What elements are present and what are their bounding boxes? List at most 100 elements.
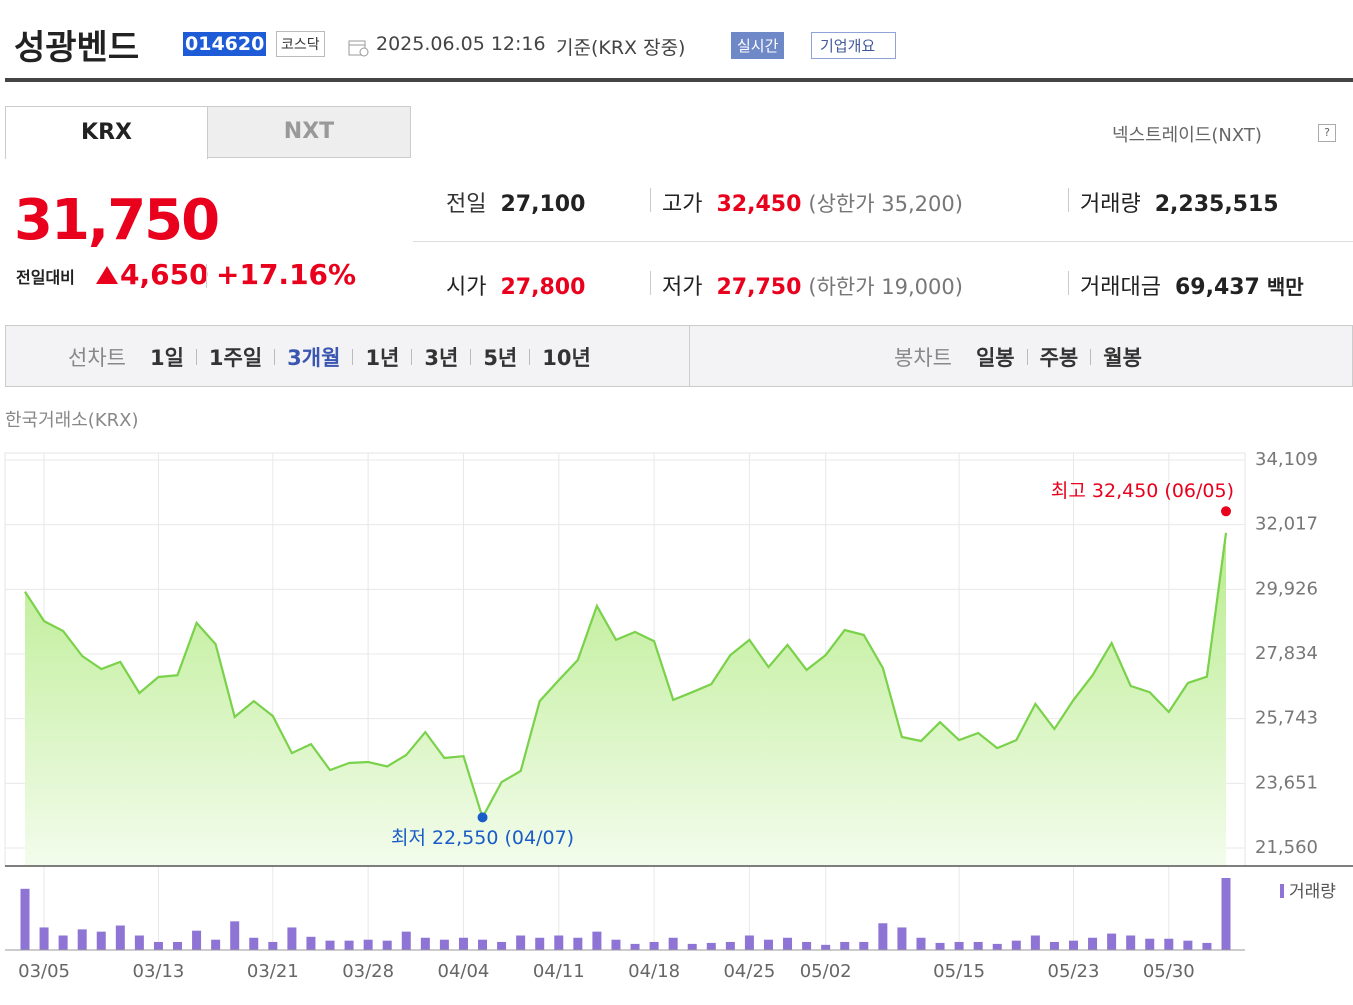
volume-bar [173,941,183,950]
volume-bar [1088,937,1098,950]
x-tick-label: 03/21 [247,961,299,982]
change-label: 전일대비 [16,268,75,287]
volume-bar [878,923,888,950]
volume-bar [763,939,773,950]
change-percent: +17.16% [216,258,357,291]
stock-code: 014620 [183,32,267,56]
info-label: 거래량 [1080,192,1141,217]
volume-bar [1183,940,1193,950]
chart-source: 한국거래소(KRX) [5,410,139,431]
period-option[interactable]: 월봉 [1103,346,1142,370]
volume-bar [401,931,411,950]
volume-bar [1164,938,1174,950]
volume-bar [897,927,907,950]
volume-bar [363,939,373,950]
volume-bar [325,940,335,950]
period-option[interactable]: 1년 [365,346,400,370]
volume-bar [592,931,602,950]
period-option[interactable]: 3년 [424,346,459,370]
info-value: 32,450 [716,192,802,217]
info-note: (하한가 19,000) [808,275,963,299]
info-label: 거래대금 [1080,275,1161,300]
line-periods: 선차트 1일 1주일 3개월 1년 3년 5년 10년 [68,342,591,372]
volume-bar [1202,942,1212,950]
info-cell: 거래량 2,235,515 [1080,186,1279,218]
info-label: 시가 [446,275,487,300]
change: 4,650 [120,258,209,291]
info-label: 저가 [662,275,703,300]
volume-bar [153,941,163,950]
volume-bar [344,940,354,950]
period-separator [529,349,531,365]
volume-bar [230,921,240,950]
volume-bar [611,939,621,950]
x-tick-label: 04/18 [628,961,680,982]
y-tick-label: 25,743 [1255,708,1318,729]
current-price: 31,750 [14,188,220,253]
volume-bar [211,939,221,950]
period-separator [274,349,276,365]
chart: 34,109 32,017 29,926 27,834 25,743 23,651 21,5… [4,449,1353,982]
x-tick-label: 05/23 [1048,961,1100,982]
volume-bar [954,941,964,950]
info-value: 27,100 [500,192,586,217]
period-option[interactable]: 1주일 [208,346,263,370]
period-option[interactable]: 5년 [483,346,518,370]
calendar-icon [348,40,369,57]
company-button[interactable]: 기업개요 [811,32,897,59]
datetime: 2025.06.05 12:16 [376,33,546,55]
period-divider [689,326,690,386]
volume-bar [821,944,831,950]
period-bar [5,325,1353,387]
volume-bar [1068,940,1078,950]
x-tick-label: 03/05 [18,961,70,982]
volume-bar [992,943,1002,950]
volume-bar [802,941,812,950]
y-tick-label: 27,834 [1255,643,1318,664]
period-option[interactable]: 3개월 [287,346,341,370]
period-option[interactable]: 1일 [149,346,184,370]
help-icon[interactable]: ? [1318,124,1336,142]
up-arrow [96,266,118,284]
header-rule [5,78,1353,82]
x-tick-label: 03/13 [133,961,185,982]
period-separator [470,349,472,365]
realtime-button[interactable]: 실시간 [731,32,785,59]
stock-name: 성광벤드 [14,28,140,68]
legend-label: 거래량 [1289,882,1336,902]
period-separator [1026,349,1028,365]
volume-bar [1126,935,1136,950]
x-tick-label: 05/02 [800,961,852,982]
volume-bar [458,937,468,950]
volume-bar [1221,878,1231,950]
volume-bar [535,937,545,950]
period-option[interactable]: 주봉 [1039,346,1079,370]
period-group-label: 선차트 [68,346,126,370]
y-tick-label: 34,109 [1255,449,1318,470]
x-tick-label: 05/30 [1143,961,1195,982]
volume-bar [649,941,659,950]
tab[interactable]: NXT [207,106,411,158]
volume-bar [77,929,87,950]
period-option[interactable]: 일봉 [975,346,1015,370]
period-separator [352,349,354,365]
volume-bar [840,941,850,950]
volume-bar [20,888,30,950]
volume-bar [497,941,507,950]
tab[interactable]: KRX [5,106,208,159]
legend-swatch [1280,884,1284,898]
period-group-label: 봉차트 [894,346,952,370]
volume-bar [1030,935,1040,950]
x-tick-label: 03/28 [342,961,394,982]
volume-bar [192,930,202,950]
period-option[interactable]: 10년 [542,346,591,370]
volume-bar [744,935,754,950]
annotation-label: 최고 32,450 (06/05) [1051,480,1234,502]
volume-bar [249,937,259,950]
info-label: 고가 [662,192,703,217]
volume-bar [916,937,926,950]
y-tick-label: 23,651 [1255,772,1318,793]
x-tick-label: 04/04 [438,961,490,982]
info-cell: 고가 32,450 (상한가 35,200) [662,186,963,218]
nxt-link[interactable]: 넥스트레이드(NXT) [1112,125,1262,146]
